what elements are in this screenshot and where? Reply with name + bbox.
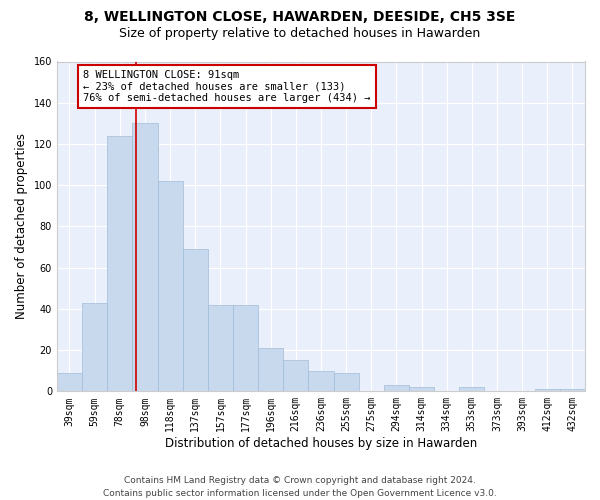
Bar (308, 370, 334, 392)
Text: Size of property relative to detached houses in Hawarden: Size of property relative to detached ho… (119, 28, 481, 40)
Text: 8, WELLINGTON CLOSE, HAWARDEN, DEESIDE, CH5 3SE: 8, WELLINGTON CLOSE, HAWARDEN, DEESIDE, … (85, 10, 515, 24)
Bar (82, 302, 107, 392)
Y-axis label: Number of detached properties: Number of detached properties (15, 134, 28, 320)
Bar (133, 124, 158, 392)
Bar (535, 390, 560, 392)
Bar (208, 305, 233, 392)
Bar (384, 385, 409, 392)
Bar (182, 249, 208, 392)
Bar (233, 305, 258, 392)
Text: 8 WELLINGTON CLOSE: 91sqm
← 23% of detached houses are smaller (133)
76% of semi: 8 WELLINGTON CLOSE: 91sqm ← 23% of detac… (83, 70, 371, 103)
Bar (283, 360, 308, 392)
Bar (409, 387, 434, 392)
Text: Contains HM Land Registry data © Crown copyright and database right 2024.
Contai: Contains HM Land Registry data © Crown c… (103, 476, 497, 498)
Bar (258, 348, 283, 392)
Bar (158, 181, 182, 392)
X-axis label: Distribution of detached houses by size in Hawarden: Distribution of detached houses by size … (165, 437, 477, 450)
Bar (57, 373, 82, 392)
Bar (107, 136, 133, 392)
Bar (334, 373, 359, 392)
Bar (459, 387, 484, 392)
Bar (560, 390, 585, 392)
